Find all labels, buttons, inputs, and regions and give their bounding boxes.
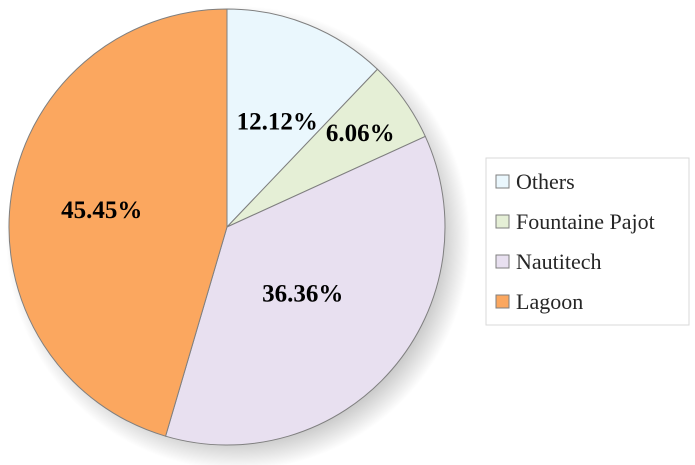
legend-swatch-nautitech (495, 254, 510, 269)
pie-slice-nautitech (164, 135, 446, 446)
legend: Others Fountaine Pajot Nautitech Lagoon (485, 157, 690, 326)
legend-swatch-fountaine-pajot (495, 214, 510, 229)
pie-slice-lagoon (8, 8, 228, 437)
data-label-nautitech: 36.36% (262, 281, 343, 308)
legend-frame (485, 157, 690, 326)
pie-slice-others (226, 8, 379, 229)
legend-label-nautitech: Nautitech (516, 249, 602, 274)
data-label-fountaine-pajot: 6.06% (326, 120, 395, 147)
pie-slices (8, 8, 446, 446)
legend-label-fountaine-pajot: Fountaine Pajot (516, 209, 655, 234)
data-label-others: 12.12% (237, 109, 318, 136)
data-label-lagoon: 45.45% (61, 197, 142, 224)
legend-swatch-lagoon (495, 294, 510, 309)
slice-labels: 12.12% 6.06% 36.36% 45.45% (61, 109, 394, 308)
legend-label-others: Others (516, 169, 575, 194)
legend-label-lagoon: Lagoon (516, 289, 583, 314)
legend-swatch-others (495, 174, 510, 189)
